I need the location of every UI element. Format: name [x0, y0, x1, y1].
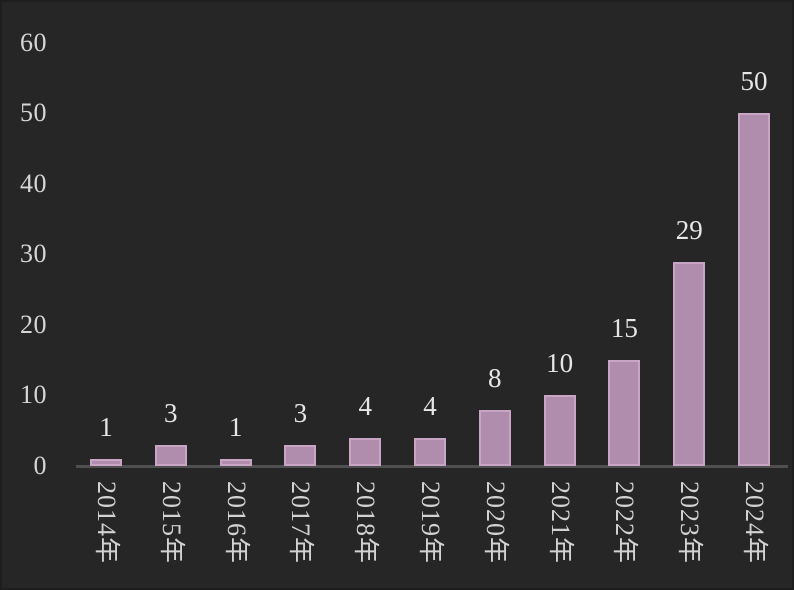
x-category-label: 2014年	[92, 481, 121, 565]
bar	[478, 410, 511, 466]
bar	[608, 360, 641, 466]
x-category-label: 2024年	[740, 481, 769, 565]
y-tick-label: 0	[33, 450, 47, 480]
bar	[673, 262, 706, 466]
bar-value-label: 10	[546, 348, 574, 378]
bar	[90, 459, 122, 466]
bar-value-label: 1	[99, 412, 113, 442]
x-category-label: 2023年	[675, 481, 705, 565]
y-tick-label: 20	[20, 309, 47, 339]
bar	[543, 395, 576, 466]
bar-value-label: 4	[358, 391, 372, 421]
bar-value-label: 8	[488, 363, 502, 393]
bar	[154, 445, 187, 466]
x-axis-line	[76, 465, 788, 468]
bar	[738, 113, 770, 466]
bar-value-label: 50	[740, 66, 768, 96]
bar	[414, 438, 446, 466]
x-category-label: 2017年	[286, 481, 316, 565]
y-tick-label: 10	[20, 380, 47, 409]
bar	[349, 438, 382, 466]
x-category-label: 2020年	[480, 481, 510, 565]
bar-value-label: 1	[228, 412, 243, 442]
y-tick-label: 30	[20, 239, 47, 268]
y-tick-label: 50	[20, 98, 47, 127]
bar-value-label: 15	[610, 313, 638, 343]
bar-value-label: 3	[164, 398, 178, 428]
x-category-label: 2015年	[156, 481, 186, 565]
bar-value-label: 3	[293, 398, 308, 428]
bar-value-label: 29	[675, 215, 703, 245]
y-tick-label: 60	[20, 27, 47, 57]
x-category-label: 2019年	[416, 481, 445, 565]
x-category-label: 2022年	[610, 481, 640, 565]
bar-value-label: 4	[423, 391, 437, 421]
bar	[219, 459, 252, 466]
x-category-label: 2021年	[545, 481, 575, 565]
bar	[284, 445, 317, 466]
x-category-label: 2016年	[221, 481, 251, 565]
y-tick-label: 40	[20, 168, 47, 198]
x-category-label: 2018年	[351, 481, 381, 565]
